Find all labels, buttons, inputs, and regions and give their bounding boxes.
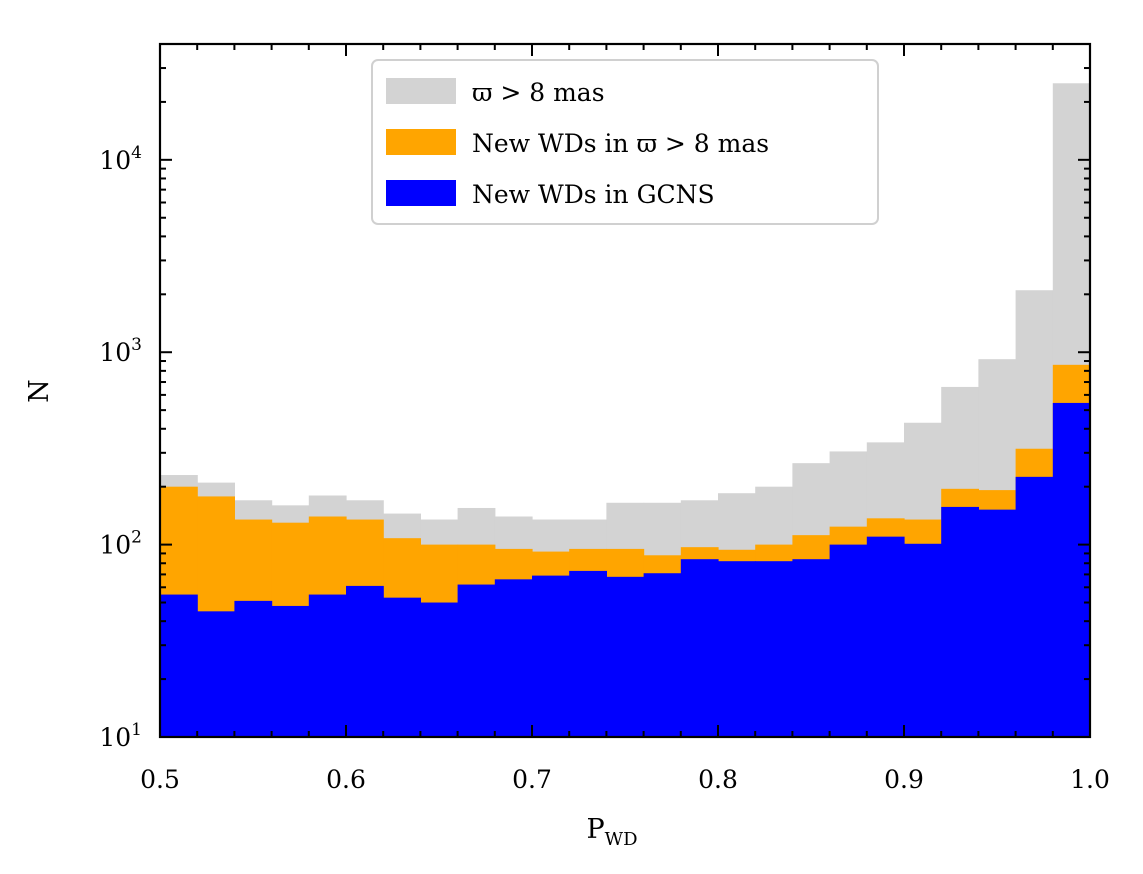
x-axis-label-subscript: WD — [605, 829, 638, 850]
bar-new-wds-gcns-18 — [829, 544, 868, 737]
y-tick-exp-1: 2 — [131, 528, 142, 548]
y-tick-base-2: 10 — [99, 338, 131, 367]
bar-new-wds-gcns-16 — [755, 561, 793, 737]
bar-new-wds-gcns-13 — [643, 573, 682, 737]
legend: ϖ > 8 mas New WDs in ϖ > 8 mas New WDs i… — [371, 59, 879, 225]
legend-swatch-gcns — [386, 180, 456, 206]
plot-frame — [158, 42, 1092, 739]
bar-new-wds-gcns-15 — [718, 561, 756, 737]
bar-new-wds-gcns-5 — [346, 585, 384, 737]
y-tick-base-0: 10 — [99, 723, 131, 752]
bar-new-wds-gcns-23 — [1015, 476, 1054, 737]
bar-new-wds-gcns-24 — [1052, 402, 1091, 737]
bar-new-wds-gcns-21 — [941, 506, 979, 737]
y-tick-exp-0: 1 — [131, 720, 142, 740]
bar-new-wds-gcns-10 — [532, 575, 570, 737]
y-axis-label: N — [24, 379, 55, 403]
legend-frame — [371, 59, 879, 225]
y-tick-label-3: 104 — [99, 143, 142, 175]
y-tick-base-1: 10 — [99, 531, 131, 560]
bar-new-wds-gcns-2 — [234, 600, 273, 737]
bar-new-wds-gcns-12 — [606, 576, 645, 737]
bar-new-wds-gcns-1 — [197, 611, 235, 737]
y-tick-label-2: 103 — [99, 335, 142, 367]
x-tick-label-1: 0.6 — [326, 765, 366, 794]
x-axis-label: PWD — [586, 814, 637, 850]
y-tick-label-1: 102 — [99, 528, 142, 560]
bar-new-wds-gcns-22 — [978, 509, 1017, 737]
bar-new-wds-gcns-3 — [271, 605, 310, 737]
x-tick-label-4: 0.9 — [884, 765, 924, 794]
y-tick-exp-3: 4 — [131, 143, 142, 163]
x-tick-label-2: 0.7 — [512, 765, 552, 794]
bar-new-wds-gcns-6 — [383, 597, 421, 737]
bar-new-wds-gcns-17 — [792, 559, 831, 737]
x-tick-labels: 0.5 0.6 0.7 0.8 0.9 1.0 — [140, 765, 1110, 794]
bar-new-wds-gcns-7 — [420, 602, 459, 737]
bar-new-wds-gcns-14 — [680, 559, 719, 737]
y-tick-label-0: 101 — [99, 720, 142, 752]
bar-new-wds-gcns-0 — [160, 594, 198, 737]
legend-label-all: ϖ > 8 mas — [472, 78, 605, 107]
legend-swatch-all — [386, 78, 456, 104]
bar-new-wds-gcns-4 — [308, 594, 347, 737]
x-axis-label-main: P — [586, 814, 604, 845]
bar-new-wds-gcns-8 — [457, 584, 496, 737]
bar-new-wds-gcns-20 — [904, 543, 942, 737]
legend-swatch-new-wds — [386, 129, 456, 155]
legend-label-gcns: New WDs in GCNS — [472, 180, 715, 209]
x-tick-label-0: 0.5 — [140, 765, 180, 794]
bar-new-wds-gcns-11 — [569, 570, 607, 737]
y-tick-base-3: 10 — [99, 146, 131, 175]
x-tick-label-3: 0.8 — [698, 765, 738, 794]
bar-new-wds-gcns-9 — [494, 579, 533, 737]
legend-label-new-wds: New WDs in ϖ > 8 mas — [472, 129, 769, 158]
x-tick-label-5: 1.0 — [1070, 765, 1110, 794]
y-tick-exp-2: 3 — [131, 335, 142, 355]
bar-new-wds-gcns-19 — [866, 536, 905, 737]
